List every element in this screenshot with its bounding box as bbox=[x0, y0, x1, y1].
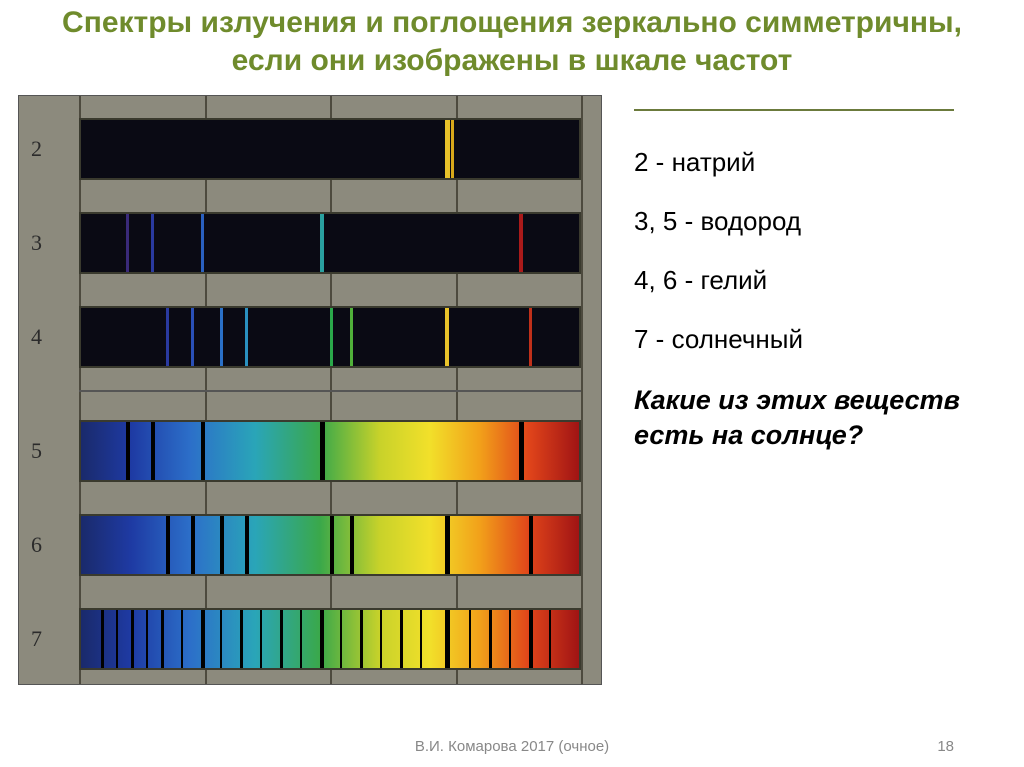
spectrum-band-2 bbox=[79, 118, 581, 180]
spectral-line bbox=[529, 308, 532, 366]
spectrum-band-5 bbox=[79, 420, 581, 482]
spectral-line bbox=[166, 308, 169, 366]
spectral-line bbox=[451, 120, 454, 178]
grid-vline bbox=[581, 96, 583, 684]
spectral-line bbox=[360, 610, 363, 668]
spectral-line bbox=[330, 308, 333, 366]
spectral-line bbox=[320, 214, 324, 272]
spectral-line bbox=[146, 610, 148, 668]
group-divider bbox=[79, 390, 581, 392]
labels-column: 2 - натрий 3, 5 - водород 4, 6 - гелий 7 - … bbox=[610, 89, 1014, 691]
legend-item: 4, 6 - гелий bbox=[634, 265, 990, 296]
spectral-line bbox=[445, 120, 450, 178]
spectral-line bbox=[220, 516, 224, 574]
spectral-line bbox=[420, 610, 422, 668]
row-number: 5 bbox=[31, 438, 42, 464]
spectral-line bbox=[549, 610, 551, 668]
spectral-line bbox=[340, 610, 342, 668]
spectral-line bbox=[469, 610, 471, 668]
spectral-line bbox=[220, 610, 222, 668]
question-text: Какие из этих веществ есть на солнце? bbox=[634, 383, 990, 453]
spectral-line bbox=[181, 610, 183, 668]
spectral-line bbox=[240, 610, 243, 668]
page-title: Спектры излучения и поглощения зеркально… bbox=[0, 0, 1024, 89]
spectral-line bbox=[151, 422, 155, 480]
spectral-line bbox=[445, 308, 449, 366]
spectral-line bbox=[201, 214, 204, 272]
spectral-line bbox=[320, 422, 325, 480]
spectral-line bbox=[191, 308, 194, 366]
spectral-line bbox=[509, 610, 511, 668]
spectral-line bbox=[245, 516, 249, 574]
row-number: 7 bbox=[31, 626, 42, 652]
spectral-line bbox=[220, 308, 223, 366]
spectral-line bbox=[161, 610, 164, 668]
spectral-line bbox=[280, 610, 283, 668]
spectrum-band-3 bbox=[79, 212, 581, 274]
spectral-line bbox=[350, 308, 353, 366]
spectral-line bbox=[489, 610, 492, 668]
spectral-line bbox=[126, 214, 129, 272]
content-row: 2 3 4 5 6 7 2 - натрий 3, 5 - водород 4, 6 - ге… bbox=[0, 89, 1024, 691]
spectra-column: 2 3 4 5 6 7 bbox=[10, 89, 610, 691]
spectral-line bbox=[201, 422, 205, 480]
label-divider bbox=[634, 109, 954, 111]
spectral-line bbox=[400, 610, 403, 668]
row-number: 3 bbox=[31, 230, 42, 256]
spectral-line bbox=[151, 214, 154, 272]
spectral-line bbox=[445, 610, 450, 668]
spectral-line bbox=[191, 516, 195, 574]
spectral-line bbox=[519, 422, 524, 480]
spectrum-band-6 bbox=[79, 514, 581, 576]
spectral-line bbox=[126, 422, 130, 480]
row-number: 6 bbox=[31, 532, 42, 558]
row-number: 2 bbox=[31, 136, 42, 162]
footer-credit: В.И. Комарова 2017 (очное) bbox=[415, 738, 609, 755]
spectral-line bbox=[350, 516, 354, 574]
spectrum-band-4 bbox=[79, 306, 581, 368]
spectral-line bbox=[300, 610, 302, 668]
spectra-frame: 2 3 4 5 6 7 bbox=[18, 95, 602, 685]
spectral-line bbox=[320, 610, 324, 668]
spectrum-band-7 bbox=[79, 608, 581, 670]
spectral-line bbox=[201, 610, 205, 668]
spectral-line bbox=[101, 610, 104, 668]
spectral-line bbox=[330, 516, 334, 574]
spectral-line bbox=[260, 610, 262, 668]
legend-item: 3, 5 - водород bbox=[634, 206, 990, 237]
spectral-line bbox=[529, 516, 533, 574]
spectral-line bbox=[445, 516, 450, 574]
legend-item: 2 - натрий bbox=[634, 147, 990, 178]
spectral-line bbox=[529, 610, 533, 668]
row-number: 4 bbox=[31, 324, 42, 350]
spectral-line bbox=[245, 308, 248, 366]
spectral-line bbox=[131, 610, 134, 668]
footer-page-number: 18 bbox=[937, 738, 954, 755]
spectral-line bbox=[380, 610, 382, 668]
spectral-line bbox=[166, 516, 170, 574]
legend-item: 7 - солнечный bbox=[634, 324, 990, 355]
spectral-line bbox=[116, 610, 118, 668]
spectral-line bbox=[519, 214, 523, 272]
